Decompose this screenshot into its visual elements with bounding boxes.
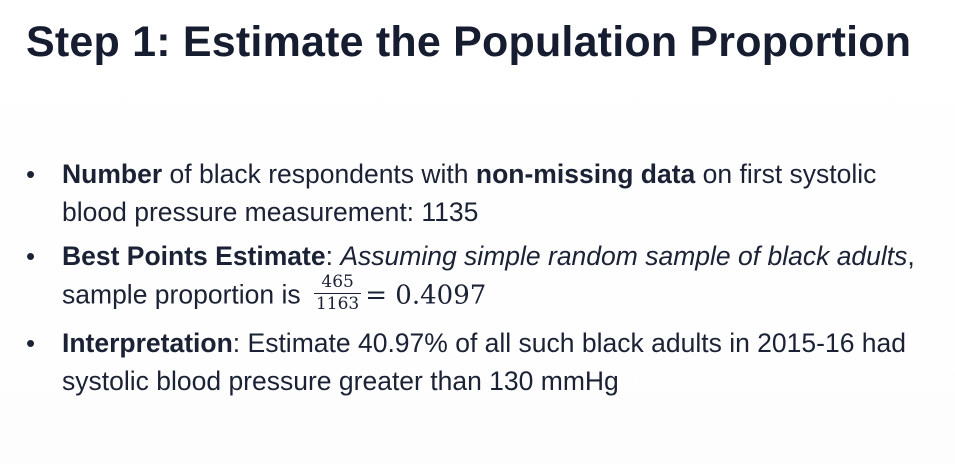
bullet-list: • Number of black respondents with non-m… xyxy=(24,155,929,403)
bullet-dot-icon: • xyxy=(26,241,36,271)
bullet-text: : Estimate 40.97% of all such black adul… xyxy=(62,328,907,396)
bullet-text: of black respondents with xyxy=(162,159,476,189)
bullet-bold-term: non-missing data xyxy=(475,159,696,189)
fraction-denominator: 1163 xyxy=(315,294,360,314)
bullet-bold-term: Best Points Estimate xyxy=(62,241,326,271)
bullet-bold-term: Number xyxy=(62,159,163,189)
bullet-text: : xyxy=(325,241,341,271)
bullet-italic-text: Assuming simple random sample of black a… xyxy=(340,241,908,271)
bullet-dot-icon: • xyxy=(26,328,36,358)
equation-result: = 0.4097 xyxy=(365,280,487,311)
bullet-bold-term: Interpretation xyxy=(62,328,233,358)
fraction-numerator: 465 xyxy=(313,272,362,294)
bullet-text: , sample proportion is xyxy=(62,241,915,310)
bullet-dot-icon: • xyxy=(26,159,36,189)
bullet-interpretation: • Interpretation: Estimate 40.97% of all… xyxy=(24,324,929,400)
bullet-text: on first systolic blood pressure measure… xyxy=(62,159,877,227)
slide-title: Step 1: Estimate the Population Proporti… xyxy=(26,18,912,66)
fraction: 465 1163 xyxy=(313,272,362,315)
bullet-best-point-estimate: • Best Points Estimate: Assuming simple … xyxy=(24,237,929,318)
bullet-number: • Number of black respondents with non-m… xyxy=(24,155,929,231)
